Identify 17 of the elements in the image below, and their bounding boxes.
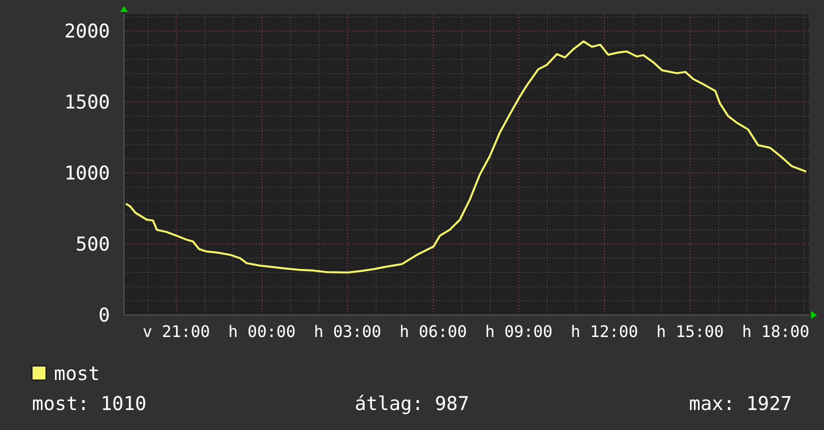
x-tick-label: h 06:00: [399, 322, 467, 341]
y-tick-label: 1500: [64, 92, 110, 114]
y-tick-label: 2000: [64, 20, 110, 43]
x-tick-label: h 18:00: [742, 322, 810, 341]
x-tick-label: h 12:00: [570, 322, 638, 341]
text: max: 1927: [689, 393, 792, 415]
x-tick-label: h 03:00: [314, 322, 382, 341]
text: most: 1010: [32, 393, 146, 415]
y-tick-label: 500: [76, 234, 110, 256]
x-tick-label: v 21:00: [142, 322, 210, 341]
x-tick-label: h 15:00: [656, 322, 724, 341]
y-tick-label: 1000: [64, 162, 110, 185]
x-tick-label: h 00:00: [228, 322, 296, 341]
y-tick-label: 0: [98, 304, 110, 327]
text: átlag: 987: [354, 393, 470, 415]
x-tick-label: h 09:00: [485, 322, 553, 341]
legend-label: most: [54, 363, 100, 385]
